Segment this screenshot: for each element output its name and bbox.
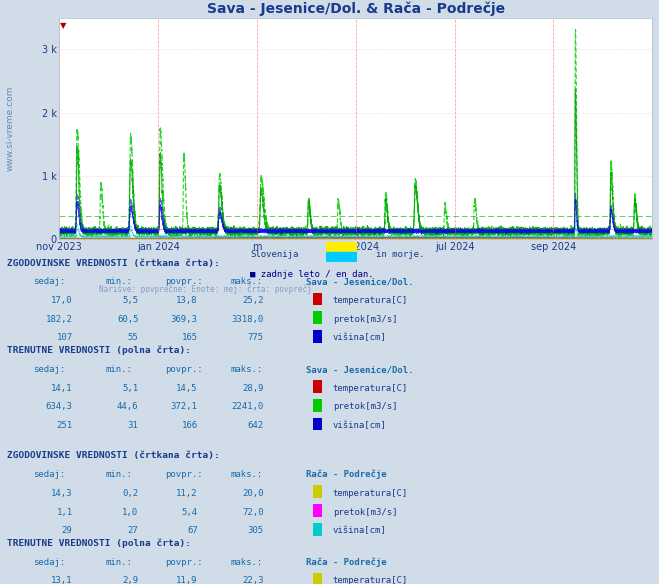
Text: TRENUTNE VREDNOSTI (polna črta):: TRENUTNE VREDNOSTI (polna črta):: [7, 538, 190, 548]
Text: 251: 251: [57, 421, 72, 430]
Text: 14,1: 14,1: [51, 384, 72, 392]
Text: ZGODOVINSKE VREDNOSTI (črtkana črta):: ZGODOVINSKE VREDNOSTI (črtkana črta):: [7, 259, 219, 267]
Text: temperatura[C]: temperatura[C]: [333, 384, 408, 392]
Text: temperatura[C]: temperatura[C]: [333, 296, 408, 305]
Text: višina[cm]: višina[cm]: [333, 421, 387, 430]
Bar: [326, 252, 357, 262]
Text: Sava - Jesenice/Dol.: Sava - Jesenice/Dol.: [306, 277, 414, 286]
Text: povpr.:: povpr.:: [165, 470, 202, 479]
Bar: [326, 242, 357, 252]
Text: 369,3: 369,3: [171, 315, 198, 324]
Text: 17,0: 17,0: [51, 296, 72, 305]
Title: Sava - Jesenice/Dol. & Rača - Podrečje: Sava - Jesenice/Dol. & Rača - Podrečje: [207, 2, 505, 16]
Text: sedaj:: sedaj:: [33, 277, 65, 286]
Text: www.si-vreme.com: www.si-vreme.com: [6, 86, 15, 171]
Text: 305: 305: [248, 526, 264, 535]
Text: 22,3: 22,3: [242, 576, 264, 584]
Text: 13,1: 13,1: [51, 576, 72, 584]
Text: 55: 55: [128, 333, 138, 342]
Text: 13,8: 13,8: [176, 296, 198, 305]
Text: pretok[m3/s]: pretok[m3/s]: [333, 402, 397, 411]
Text: pretok[m3/s]: pretok[m3/s]: [333, 507, 397, 516]
Text: maks.:: maks.:: [231, 277, 263, 286]
Text: 775: 775: [248, 333, 264, 342]
Text: Narišve: povprečne: Enote: mej: črta: povprečj: Narišve: povprečne: Enote: mej: črta: po…: [99, 284, 312, 294]
Text: sedaj:: sedaj:: [33, 470, 65, 479]
Text: 28,9: 28,9: [242, 384, 264, 392]
Text: maks.:: maks.:: [231, 558, 263, 566]
Text: Sava - Jesenice/Dol.: Sava - Jesenice/Dol.: [306, 365, 414, 374]
Text: 44,6: 44,6: [117, 402, 138, 411]
Text: temperatura[C]: temperatura[C]: [333, 489, 408, 498]
Text: Slovenija: Slovenija: [250, 250, 299, 259]
Text: povpr.:: povpr.:: [165, 558, 202, 566]
Text: 20,0: 20,0: [242, 489, 264, 498]
Text: 165: 165: [182, 333, 198, 342]
Text: 0,2: 0,2: [123, 489, 138, 498]
Text: min.:: min.:: [105, 365, 132, 374]
Text: ▼: ▼: [60, 20, 67, 30]
Text: sedaj:: sedaj:: [33, 558, 65, 566]
Text: 14,3: 14,3: [51, 489, 72, 498]
Text: 67: 67: [187, 526, 198, 535]
Text: višina[cm]: višina[cm]: [333, 526, 387, 535]
Text: 166: 166: [182, 421, 198, 430]
Text: Rača - Podrečje: Rača - Podrečje: [306, 557, 387, 566]
Text: 1,1: 1,1: [57, 507, 72, 516]
Text: in morje.: in morje.: [376, 250, 424, 259]
Text: 2241,0: 2241,0: [231, 402, 264, 411]
Text: 31: 31: [128, 421, 138, 430]
Text: ■ zadnje leto / en dan.: ■ zadnje leto / en dan.: [250, 270, 374, 279]
Text: 5,4: 5,4: [182, 507, 198, 516]
Text: povpr.:: povpr.:: [165, 365, 202, 374]
Text: 634,3: 634,3: [45, 402, 72, 411]
Text: Rača - Podrečje: Rača - Podrečje: [306, 470, 387, 479]
Text: 1,0: 1,0: [123, 507, 138, 516]
Text: 2,9: 2,9: [123, 576, 138, 584]
Text: 3318,0: 3318,0: [231, 315, 264, 324]
Text: 72,0: 72,0: [242, 507, 264, 516]
Text: 14,5: 14,5: [176, 384, 198, 392]
Text: TRENUTNE VREDNOSTI (polna črta):: TRENUTNE VREDNOSTI (polna črta):: [7, 346, 190, 355]
Text: 25,2: 25,2: [242, 296, 264, 305]
Text: 182,2: 182,2: [45, 315, 72, 324]
Text: pretok[m3/s]: pretok[m3/s]: [333, 315, 397, 324]
Text: 29: 29: [62, 526, 72, 535]
Text: 372,1: 372,1: [171, 402, 198, 411]
Text: 107: 107: [57, 333, 72, 342]
Text: maks.:: maks.:: [231, 470, 263, 479]
Text: 5,1: 5,1: [123, 384, 138, 392]
Text: sedaj:: sedaj:: [33, 365, 65, 374]
Text: temperatura[C]: temperatura[C]: [333, 576, 408, 584]
Text: povpr.:: povpr.:: [165, 277, 202, 286]
Text: min.:: min.:: [105, 558, 132, 566]
Text: 642: 642: [248, 421, 264, 430]
Text: višina[cm]: višina[cm]: [333, 333, 387, 342]
Text: min.:: min.:: [105, 277, 132, 286]
Text: min.:: min.:: [105, 470, 132, 479]
Text: 11,2: 11,2: [176, 489, 198, 498]
Text: 11,9: 11,9: [176, 576, 198, 584]
Text: ZGODOVINSKE VREDNOSTI (črtkana črta):: ZGODOVINSKE VREDNOSTI (črtkana črta):: [7, 451, 219, 460]
Text: 27: 27: [128, 526, 138, 535]
Text: 5,5: 5,5: [123, 296, 138, 305]
Text: 60,5: 60,5: [117, 315, 138, 324]
Text: maks.:: maks.:: [231, 365, 263, 374]
